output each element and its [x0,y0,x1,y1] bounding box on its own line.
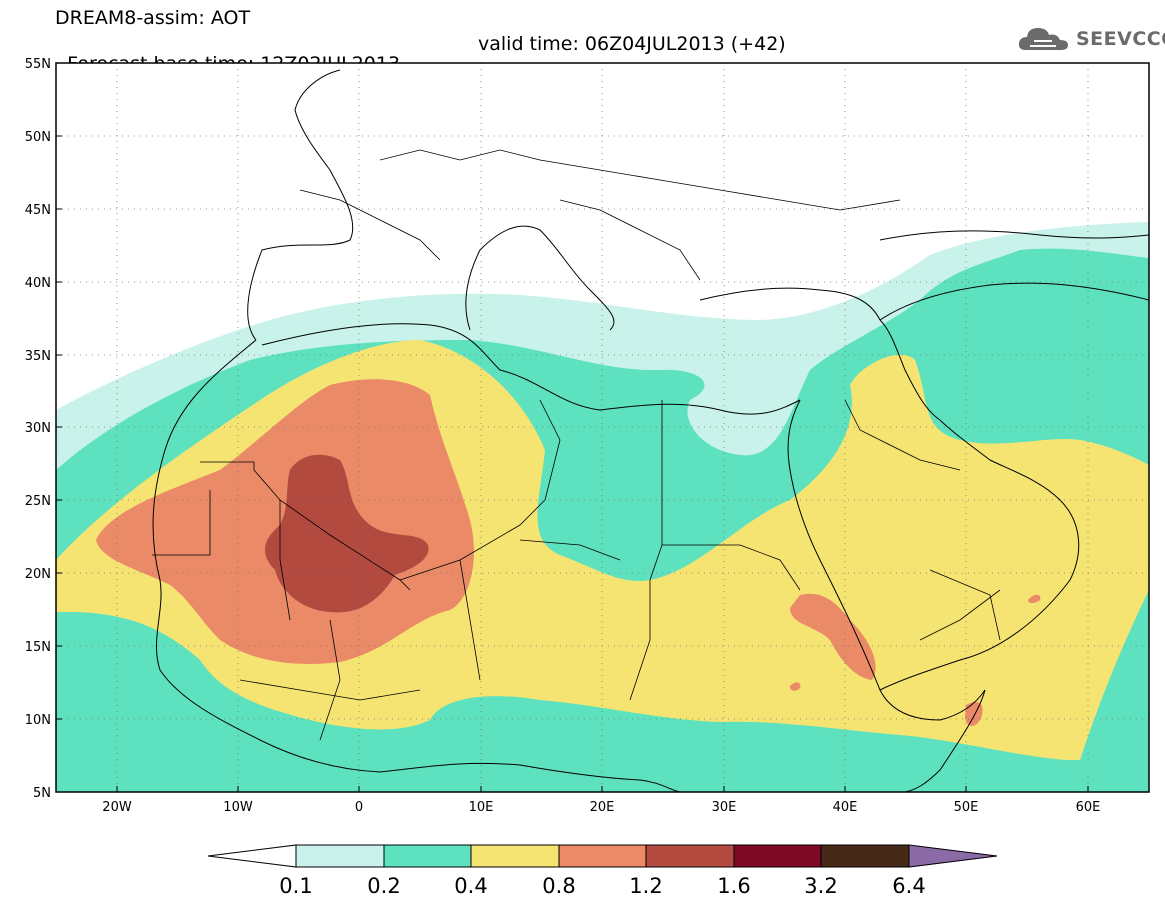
seevccc-logo: SEEVCCC [1016,22,1165,56]
lat-labels: 55N 50N 45N 40N 35N 30N 25N 20N 15N 10N … [25,57,51,801]
lat-label: 45N [25,203,51,218]
logo-text: SEEVCCC [1076,28,1165,50]
colorbar-label: 1.2 [629,874,662,898]
lon-label: 10E [469,800,494,815]
lat-label: 15N [25,640,51,655]
colorbar-swatch [295,844,385,868]
colorbar-label: 1.6 [717,874,750,898]
lon-label: 20E [590,800,615,815]
colorbar-swatch [645,844,735,868]
lon-label: 0 [355,800,363,815]
colorbar-label: 3.2 [804,874,837,898]
cloud-logo-icon [1018,28,1068,50]
lon-label: 10W [223,800,253,815]
lat-label: 50N [25,130,51,145]
lon-labels: 20W 10W 0 10E 20E 30E 40E 50E 60E [102,800,1100,815]
colorbar-under-triangle [207,844,297,868]
lat-label: 25N [25,494,51,509]
valid-time: valid time: 06Z04JUL2013 (+42) [478,33,786,55]
colorbar-label: 0.8 [542,874,575,898]
aot-level-0.8-sudan [790,682,801,691]
map-title: DREAM8-assim: AOT [55,7,251,29]
colorbar-swatch [733,844,822,868]
lat-label: 20N [25,567,51,582]
lon-label: 40E [833,800,858,815]
coastlines [152,69,1149,792]
axis-ticks [56,62,1089,792]
lat-label: 5N [33,786,51,801]
colorbar-swatch [820,844,910,868]
colorbar-label: 0.1 [279,874,312,898]
colorbar-labels: 0.1 0.2 0.4 0.8 1.2 1.6 3.2 6.4 [279,874,925,898]
colorbar [207,844,998,868]
aot-field [56,63,1149,792]
lon-label: 50E [954,800,979,815]
colorbar-over-triangle [908,844,998,868]
lat-label: 10N [25,713,51,728]
colorbar-swatch [470,844,560,868]
aot-level-0.8-red-sea [790,593,876,680]
colorbar-label: 0.2 [367,874,400,898]
colorbar-swatch [558,844,647,868]
lon-label: 60E [1076,800,1101,815]
lat-label: 55N [25,57,51,72]
gridlines [56,63,1149,792]
borders [152,149,1001,741]
aot-level-1.2 [264,454,429,613]
colorbar-swatch [383,844,472,868]
lon-label: 30E [712,800,737,815]
lat-label: 30N [25,421,51,436]
aot-level-0.8-oman [1028,594,1041,603]
lat-label: 35N [25,349,51,364]
colorbar-label: 6.4 [892,874,925,898]
colorbar-label: 0.4 [454,874,487,898]
lon-label: 20W [102,800,132,815]
lat-label: 40N [25,276,51,291]
